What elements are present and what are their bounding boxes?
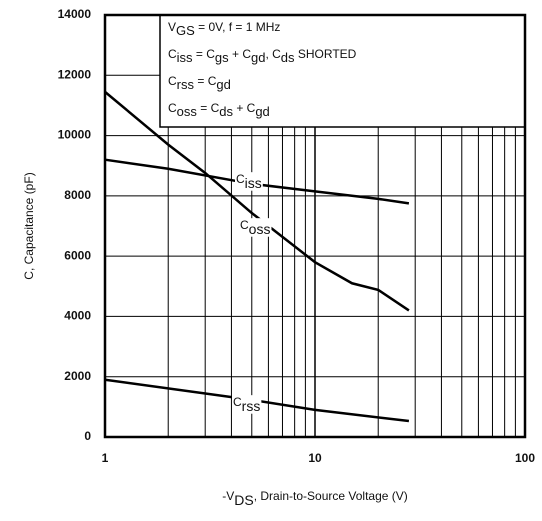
plot-frame <box>103 13 527 439</box>
subscript: iss <box>245 175 262 191</box>
annotation: Crss = Cgd <box>168 74 231 92</box>
annotation: VGS = 0V, f = 1 MHz <box>168 20 280 38</box>
subscript: oss <box>249 221 271 237</box>
series-label-bg <box>232 395 262 414</box>
text-part: + C <box>233 101 256 115</box>
text-part: = C <box>194 74 217 88</box>
x-tick-label: 10 <box>308 451 322 465</box>
y-tick-label: 4000 <box>64 309 91 323</box>
series-line <box>104 158 410 205</box>
subscript: gd <box>216 77 230 92</box>
text-part: -V <box>222 489 234 503</box>
text-part: + C <box>229 47 252 61</box>
series-line <box>104 378 410 423</box>
x-axis-label: -VDS, Drain-to-Source Voltage (V) <box>222 489 408 508</box>
subscript: ds <box>281 50 295 65</box>
text-part: , Drain-to-Source Voltage (V) <box>254 489 408 503</box>
text-part: C <box>168 74 177 88</box>
annotation: Coss = Cds + Cgd <box>168 101 270 119</box>
subscript: gd <box>251 50 265 65</box>
text-part: V <box>168 20 176 34</box>
subscript: GS <box>176 23 195 38</box>
subscript: rss <box>242 398 261 414</box>
text-part: C <box>168 101 177 115</box>
text-part: , C <box>265 47 281 61</box>
subscript: gs <box>215 50 229 65</box>
x-tick-label: 1 <box>102 451 109 465</box>
y-tick-label: 12000 <box>58 67 92 81</box>
series-label: Crss <box>233 395 260 414</box>
text-part: = C <box>197 101 220 115</box>
text-part: C <box>233 395 242 409</box>
text-part: = 0V, f = 1 MHz <box>195 20 281 34</box>
y-tick-label: 2000 <box>64 369 91 383</box>
y-tick-label: 14000 <box>58 7 92 21</box>
text-part: C <box>240 218 249 232</box>
y-tick-label: 0 <box>84 429 91 443</box>
text-part: = C <box>193 47 216 61</box>
text-part: C <box>168 47 177 61</box>
subscript: DS <box>234 492 253 508</box>
subscript: oss <box>177 104 198 119</box>
x-tick-label: 100 <box>515 451 535 465</box>
subscript: ds <box>219 104 233 119</box>
y-tick-label: 8000 <box>64 188 91 202</box>
y-tick-label: 6000 <box>64 248 91 262</box>
subscript: rss <box>177 77 195 92</box>
y-axis-label: C, Capacitance (pF) <box>22 172 36 279</box>
series-label-bg <box>239 218 272 237</box>
y-tick-label: 10000 <box>58 128 92 142</box>
subscript: iss <box>177 50 193 65</box>
text-part: SHORTED <box>295 47 357 61</box>
series-label: Coss <box>240 218 270 237</box>
subscript: gd <box>255 104 269 119</box>
series-label-bg <box>235 172 263 191</box>
annotation: Ciss = Cgs + Cgd, Cds SHORTED <box>168 47 357 65</box>
text-part: C <box>236 172 245 186</box>
series-line <box>104 90 410 312</box>
series-label: Ciss <box>236 172 262 191</box>
